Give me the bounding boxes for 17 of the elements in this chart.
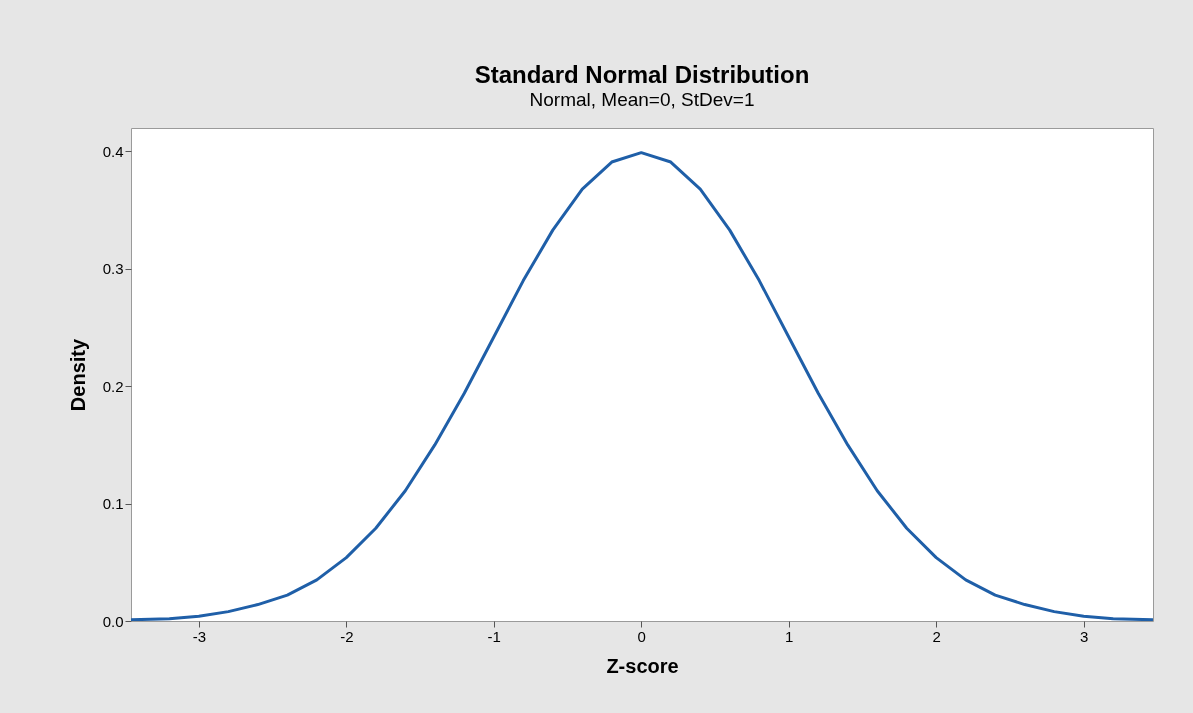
y-tick-label: 0.1 (102, 495, 124, 513)
chart-subtitle: Normal, Mean=0, StDev=1 (529, 89, 755, 110)
y-tick-label: 0.0 (102, 612, 124, 630)
x-tick-label: 2 (932, 627, 941, 645)
y-tick-label: 0.2 (102, 377, 124, 395)
x-tick-label: -1 (487, 627, 501, 645)
x-tick-label: -2 (340, 627, 354, 645)
x-axis-title: Z-score (606, 654, 679, 677)
y-axis-title: Density (66, 338, 89, 412)
x-tick-label: 3 (1080, 627, 1089, 645)
chart-title: Standard Normal Distribution (474, 61, 810, 88)
line-series (131, 151, 1153, 621)
y-tick-label: 0.3 (102, 260, 124, 278)
x-tick-label: 1 (785, 627, 794, 645)
y-tick-label: 0.4 (102, 142, 124, 160)
x-tick-label: -3 (192, 627, 207, 645)
x-tick-label: 0 (637, 627, 646, 645)
